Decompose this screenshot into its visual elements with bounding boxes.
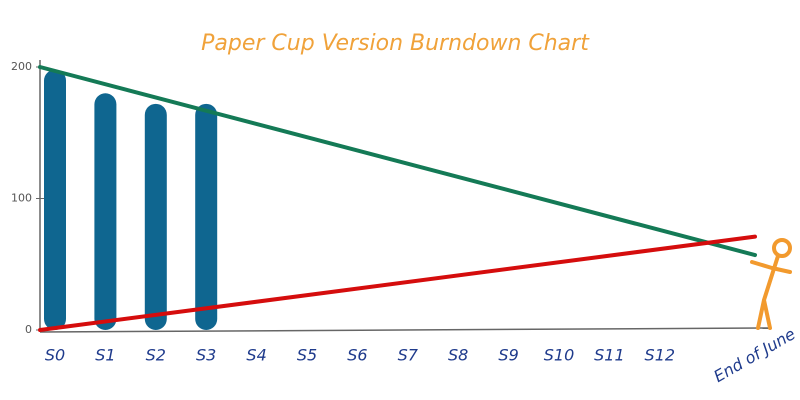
stick-figure [750, 238, 792, 330]
chart-title: Paper Cup Version Burndown Chart [201, 31, 590, 56]
y-tick-label: 100 [11, 192, 32, 205]
x-tick-label: S3 [196, 346, 216, 365]
x-tick-label: S11 [594, 346, 625, 365]
trend-line [38, 65, 757, 258]
x-tick-label: S6 [347, 346, 367, 365]
x-tick-label: S4 [246, 346, 266, 365]
bar [94, 93, 117, 330]
x-tick-label: S5 [297, 346, 317, 365]
x-tick-label: S2 [146, 346, 166, 365]
y-tick-label: 200 [11, 60, 32, 73]
x-axis [39, 327, 771, 333]
x-tick-label: S0 [45, 346, 65, 365]
x-tick-label: S12 [645, 346, 676, 365]
y-tick-label: 0 [25, 323, 32, 336]
bar [44, 69, 66, 330]
x-tick-label: S7 [398, 346, 419, 365]
x-tick-label: S10 [544, 346, 575, 365]
trend-line [38, 234, 757, 332]
x-tick-label: S8 [448, 346, 468, 365]
bar [144, 103, 167, 330]
x-tick-label: End of June [710, 324, 798, 386]
x-tick-label: S1 [95, 346, 115, 365]
bar [195, 103, 218, 330]
x-tick-label: S9 [498, 346, 518, 365]
